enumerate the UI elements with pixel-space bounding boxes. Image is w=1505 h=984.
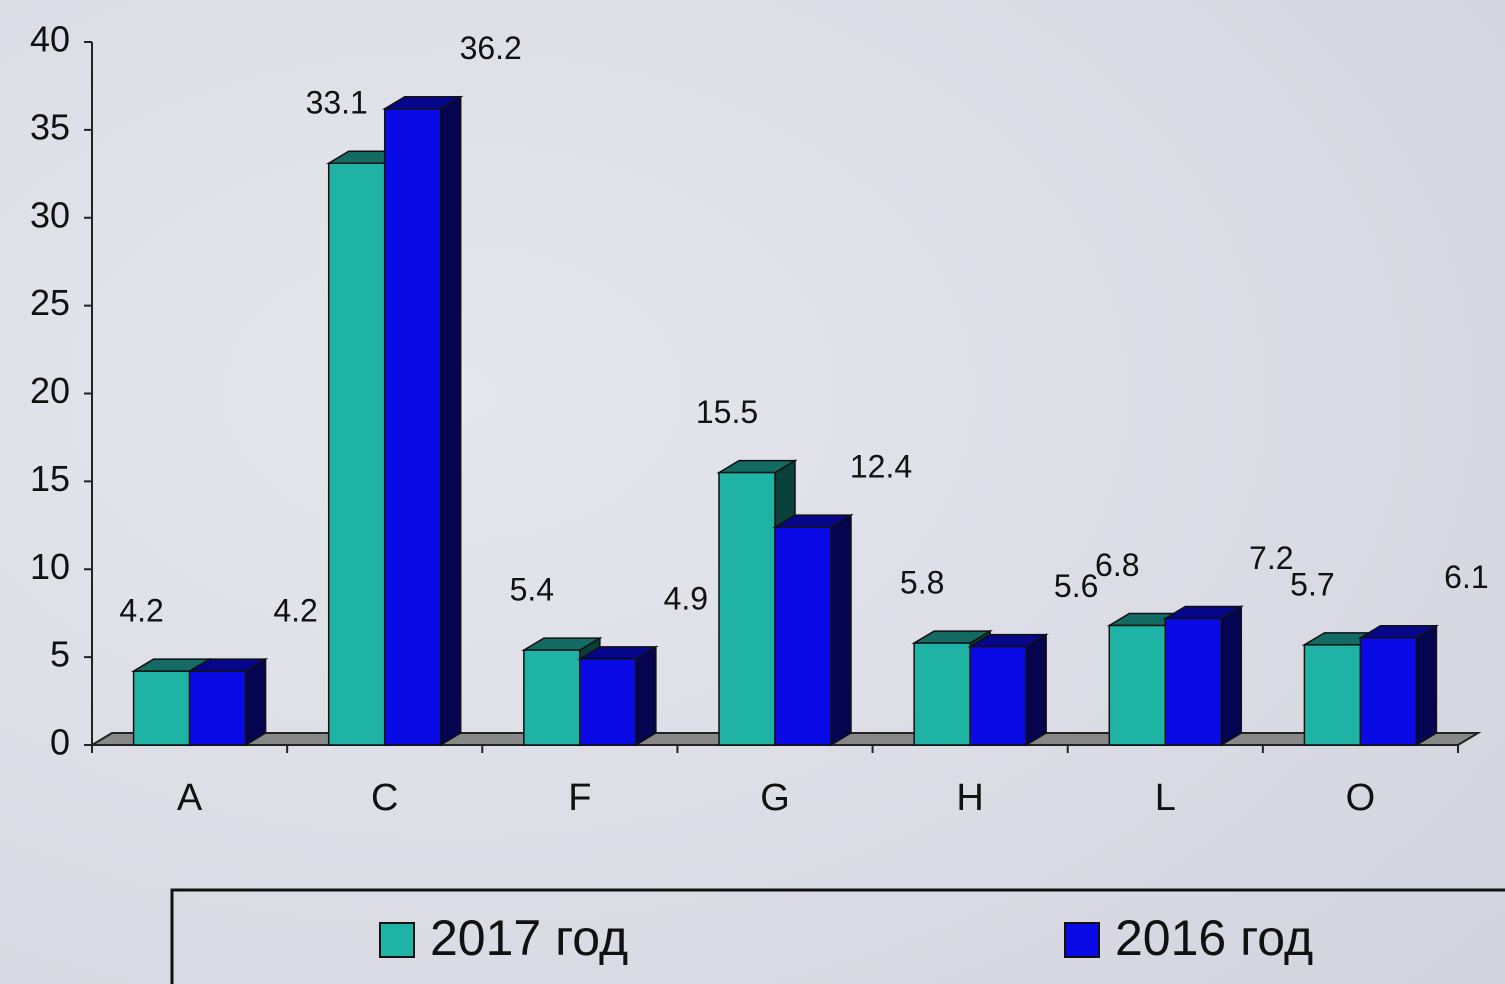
y-tick-label: 30	[30, 194, 70, 235]
bar	[718, 471, 776, 746]
value-label: 6.8	[1095, 547, 1139, 583]
y-tick-label: 0	[50, 722, 70, 763]
x-tick-label: C	[371, 777, 398, 819]
bar-side	[1220, 605, 1243, 747]
x-tick-label: A	[177, 777, 203, 819]
bar-side	[1415, 624, 1438, 747]
y-tick-label: 35	[30, 106, 70, 147]
y-tick-label: 10	[30, 546, 70, 587]
bar	[774, 526, 832, 746]
value-label: 5.4	[510, 572, 554, 608]
bar-side	[244, 657, 267, 747]
y-tick-label: 40	[30, 19, 70, 60]
value-label: 4.9	[664, 580, 708, 616]
value-label: 6.1	[1444, 559, 1488, 595]
x-tick-label: F	[568, 777, 591, 819]
value-label: 4.2	[273, 593, 317, 629]
bar-side	[830, 513, 852, 747]
bar	[969, 645, 1027, 746]
value-label: 4.2	[119, 593, 163, 629]
legend-label: 2017 год	[430, 910, 628, 966]
bar	[1108, 624, 1167, 746]
y-tick-label: 25	[30, 282, 70, 323]
legend-box	[170, 888, 1505, 984]
bar	[1164, 617, 1223, 746]
value-label: 5.7	[1290, 566, 1334, 602]
x-tick-label: G	[760, 777, 790, 819]
bar	[523, 649, 581, 746]
bar-side	[1025, 633, 1047, 747]
value-label: 33.1	[306, 85, 368, 121]
y-tick-label: 20	[30, 370, 70, 411]
value-label: 5.6	[1054, 568, 1098, 604]
bar-side	[635, 645, 657, 747]
value-label: 7.2	[1249, 540, 1293, 576]
bar	[1303, 644, 1362, 746]
x-tick-label: O	[1346, 777, 1376, 819]
y-tick-label: 5	[50, 634, 70, 675]
legend-swatch	[1064, 922, 1100, 958]
bar	[327, 162, 386, 746]
value-label: 12.4	[850, 449, 912, 485]
bar	[383, 108, 442, 746]
bar	[913, 642, 971, 746]
value-label: 5.8	[900, 565, 944, 601]
legend-label: 2016 год	[1115, 910, 1313, 966]
y-tick-label: 15	[30, 458, 70, 499]
value-label: 15.5	[696, 394, 758, 430]
value-label: 36.2	[460, 30, 522, 66]
bar	[132, 670, 191, 746]
bar	[188, 670, 247, 746]
legend-swatch	[379, 922, 415, 958]
bar	[579, 658, 637, 746]
bar	[1359, 637, 1418, 746]
x-tick-label: L	[1155, 777, 1176, 819]
bar-side	[439, 95, 462, 747]
x-tick-label: H	[956, 777, 983, 819]
